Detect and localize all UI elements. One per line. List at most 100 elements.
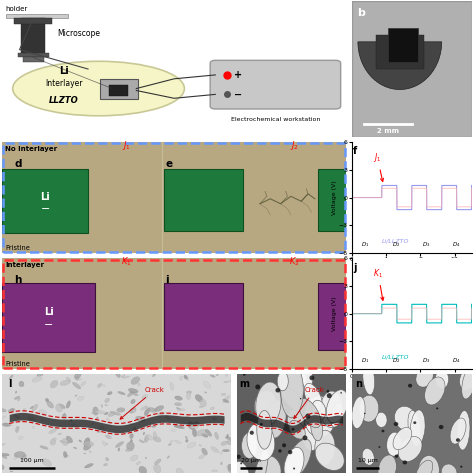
Ellipse shape (73, 382, 81, 389)
Ellipse shape (144, 408, 150, 416)
Ellipse shape (32, 426, 34, 428)
Ellipse shape (352, 397, 365, 428)
Ellipse shape (185, 416, 190, 418)
Ellipse shape (439, 425, 444, 429)
Ellipse shape (68, 442, 69, 444)
Ellipse shape (0, 465, 4, 470)
Ellipse shape (14, 452, 25, 457)
Ellipse shape (97, 427, 104, 433)
Ellipse shape (153, 431, 156, 438)
Ellipse shape (310, 414, 323, 441)
Bar (14, 18, 52, 24)
Ellipse shape (81, 382, 86, 386)
Ellipse shape (128, 392, 132, 397)
Ellipse shape (130, 455, 138, 461)
Ellipse shape (106, 443, 108, 445)
Ellipse shape (305, 413, 310, 419)
Ellipse shape (83, 441, 94, 447)
Ellipse shape (243, 374, 246, 376)
Ellipse shape (416, 460, 433, 474)
Ellipse shape (278, 449, 282, 453)
Ellipse shape (144, 435, 149, 442)
Text: m: m (240, 379, 250, 389)
Ellipse shape (187, 442, 196, 448)
Ellipse shape (378, 455, 396, 474)
Ellipse shape (93, 407, 99, 415)
Ellipse shape (66, 436, 73, 443)
X-axis label: Time (min): Time (min) (395, 380, 429, 385)
Ellipse shape (196, 429, 206, 436)
Ellipse shape (106, 457, 109, 461)
Text: Li/LLZTO: Li/LLZTO (382, 238, 409, 243)
Ellipse shape (79, 379, 82, 380)
Ellipse shape (39, 410, 46, 415)
Ellipse shape (387, 432, 402, 456)
Ellipse shape (312, 401, 326, 420)
Text: $D_2$: $D_2$ (392, 240, 401, 249)
Ellipse shape (127, 442, 134, 451)
Ellipse shape (175, 396, 182, 400)
Text: Interlayer: Interlayer (5, 262, 44, 268)
Ellipse shape (287, 409, 305, 433)
Ellipse shape (135, 428, 137, 432)
Ellipse shape (450, 418, 466, 444)
Ellipse shape (132, 428, 136, 431)
Ellipse shape (18, 436, 23, 439)
Ellipse shape (28, 417, 36, 421)
Ellipse shape (15, 391, 17, 393)
Text: +: + (234, 70, 242, 80)
Text: Li/LLZTO: Li/LLZTO (382, 354, 409, 359)
Ellipse shape (115, 371, 120, 377)
Ellipse shape (286, 439, 311, 474)
Ellipse shape (37, 374, 43, 376)
Text: holder: holder (6, 6, 28, 12)
Text: −: − (44, 320, 54, 330)
Ellipse shape (22, 455, 27, 460)
Text: Electrochemical workstation: Electrochemical workstation (231, 117, 320, 122)
Ellipse shape (19, 381, 24, 387)
Ellipse shape (210, 407, 215, 410)
Ellipse shape (419, 456, 439, 474)
Ellipse shape (310, 375, 314, 380)
Text: 100 μm: 100 μm (20, 458, 44, 463)
Ellipse shape (0, 443, 5, 446)
Ellipse shape (60, 441, 68, 443)
Text: 20 μm: 20 μm (241, 458, 261, 463)
Ellipse shape (376, 412, 387, 428)
Ellipse shape (293, 467, 295, 470)
Ellipse shape (408, 384, 412, 388)
Ellipse shape (70, 419, 72, 421)
Ellipse shape (47, 401, 54, 408)
Ellipse shape (187, 379, 189, 381)
Ellipse shape (227, 434, 228, 438)
Text: $D_2$: $D_2$ (392, 356, 401, 365)
Bar (23, 57, 44, 62)
Ellipse shape (170, 383, 173, 390)
Ellipse shape (115, 441, 124, 447)
Ellipse shape (174, 440, 182, 444)
Ellipse shape (55, 404, 63, 412)
Ellipse shape (105, 398, 109, 402)
Bar (388, 28, 418, 62)
Text: $D_1$: $D_1$ (361, 240, 369, 249)
Ellipse shape (83, 444, 91, 450)
Ellipse shape (130, 439, 133, 442)
Ellipse shape (195, 394, 203, 402)
Ellipse shape (14, 456, 17, 459)
Text: $J_1$: $J_1$ (374, 151, 383, 182)
Ellipse shape (212, 418, 217, 420)
Ellipse shape (143, 432, 145, 435)
Ellipse shape (364, 413, 365, 414)
Ellipse shape (228, 464, 232, 466)
Ellipse shape (323, 401, 334, 419)
Text: $D_4$: $D_4$ (452, 240, 460, 249)
Ellipse shape (123, 375, 125, 376)
Ellipse shape (292, 428, 294, 431)
Text: d: d (14, 159, 22, 169)
Ellipse shape (394, 422, 398, 426)
Ellipse shape (64, 455, 69, 457)
Ellipse shape (199, 406, 203, 408)
Ellipse shape (221, 419, 224, 420)
Ellipse shape (395, 455, 398, 458)
Ellipse shape (284, 447, 304, 474)
